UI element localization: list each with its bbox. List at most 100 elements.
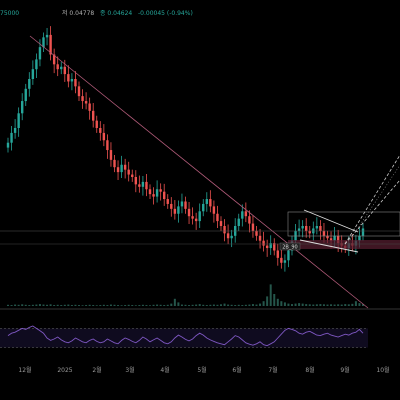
drawing-tools[interactable]: 2B_90 <box>0 35 400 309</box>
candle-body <box>212 206 216 214</box>
volume-bar <box>78 305 80 306</box>
volume-bar <box>46 304 49 306</box>
volume-bar <box>152 304 155 306</box>
volume-bar <box>67 304 70 306</box>
volume-bar <box>202 304 205 306</box>
time-axis-label: 12월 <box>18 366 31 374</box>
price-pane[interactable] <box>6 26 365 306</box>
candle-body <box>152 194 155 197</box>
candle-body <box>166 199 169 204</box>
volume-bar <box>195 304 198 306</box>
volume-bar <box>74 304 77 306</box>
price-tag-box <box>279 242 301 251</box>
volume-bar <box>248 304 251 306</box>
volume-bar <box>326 304 329 306</box>
header-close-value: 종 0.04624 <box>100 10 133 17</box>
volume-bar <box>63 304 66 306</box>
candle-body <box>258 235 262 241</box>
volume-bar <box>134 305 137 306</box>
symbol-header: 75000 저 0.04778 종 0.04624 -0.00045 (-0.9… <box>0 8 400 20</box>
candle-body <box>84 101 88 104</box>
time-axis-label: 8월 <box>305 366 314 374</box>
time-axis[interactable]: 12월 2025 2월 3월 4월 5월 6월 7월 8월 9월 10월 <box>18 366 389 374</box>
volume-bar <box>344 304 347 306</box>
time-axis-label: 2025 <box>57 367 72 374</box>
volume-bar <box>28 305 31 306</box>
candle-body <box>60 66 63 70</box>
range-box <box>287 211 400 237</box>
volume-bar <box>42 304 45 306</box>
candle-body <box>336 235 340 244</box>
candle-body <box>28 79 31 89</box>
support-zone <box>288 240 400 249</box>
volume-bar <box>145 305 148 306</box>
volume-bar <box>191 304 194 306</box>
volume-bar <box>70 305 73 306</box>
candle-body <box>315 226 319 229</box>
volume-bar <box>177 302 180 306</box>
candle-body <box>255 230 258 236</box>
volume-bar <box>354 301 357 306</box>
candle-body <box>116 167 120 173</box>
candle-body <box>283 260 287 263</box>
candle-body <box>17 113 20 128</box>
volume-bar <box>294 303 297 306</box>
volume-bar <box>180 304 183 306</box>
candle-body <box>24 88 27 102</box>
candle-body <box>358 235 361 241</box>
volume-bar <box>322 304 325 306</box>
candle-body <box>194 218 198 222</box>
volume-bar <box>358 303 361 306</box>
candle-body <box>173 208 177 214</box>
candle-body <box>184 201 187 209</box>
volume-bar <box>7 304 9 306</box>
candle-body <box>226 233 230 239</box>
volume-bar <box>35 304 38 306</box>
volume-bar <box>170 303 173 306</box>
candle-body <box>287 250 290 261</box>
volume-bar <box>88 304 91 306</box>
header-change-value: -0.00045 (-0.94%) <box>138 10 193 17</box>
volume-bar <box>149 305 151 306</box>
volume-bar <box>340 304 343 306</box>
volume-bar <box>163 305 166 306</box>
volume-bar <box>330 304 333 306</box>
volume-bar <box>109 304 112 306</box>
channel-upper-line <box>303 209 359 233</box>
candle-body <box>322 230 326 236</box>
rsi-pane[interactable] <box>0 325 368 348</box>
candle-body <box>177 206 180 214</box>
candle-body <box>109 150 113 160</box>
volume-bar <box>131 305 134 306</box>
volume-bar <box>337 304 340 306</box>
projection-line <box>349 164 400 241</box>
volume-bar <box>305 304 308 306</box>
volume-bar <box>53 305 56 306</box>
candle-body <box>205 199 208 204</box>
volume-bar <box>220 304 222 306</box>
volume-bar <box>81 305 84 306</box>
volume-bar <box>319 304 322 306</box>
volume-bar <box>156 304 159 306</box>
rsi-line <box>7 325 364 347</box>
candle-body <box>45 34 49 38</box>
volume-bar <box>117 305 120 306</box>
volume-bar <box>173 298 176 306</box>
candle-body <box>92 110 95 121</box>
volume-bar <box>251 304 254 306</box>
candle-body <box>123 164 127 170</box>
candle-body <box>88 103 91 111</box>
volume-bar <box>255 304 258 306</box>
volume-bar <box>351 303 354 306</box>
volume-bar <box>259 303 262 306</box>
header-low-value: 저 0.04778 <box>62 10 95 17</box>
time-axis-label: 5월 <box>197 366 206 374</box>
volume-bar <box>298 303 301 306</box>
volume-bar <box>283 302 286 306</box>
candle-body <box>81 96 84 102</box>
candle-body <box>216 213 219 222</box>
volume-bar <box>241 305 244 306</box>
candle-body <box>361 228 365 236</box>
candle-body <box>191 216 194 219</box>
